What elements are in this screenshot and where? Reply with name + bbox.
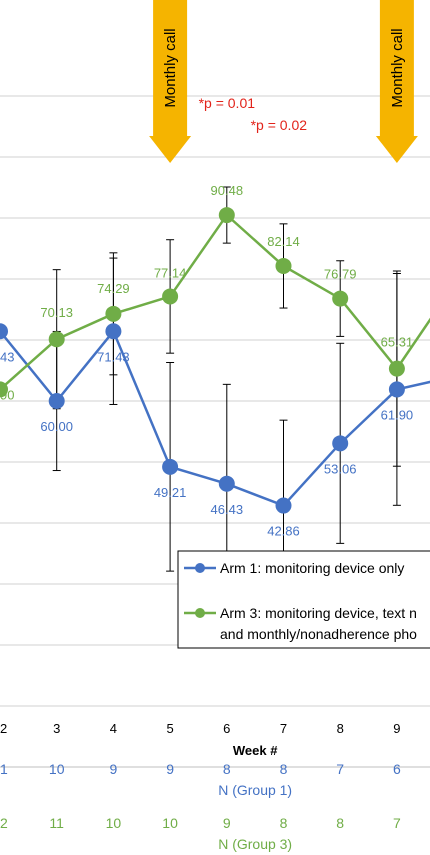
n-count: 1 bbox=[0, 761, 8, 777]
data-point bbox=[388, 360, 405, 377]
data-point bbox=[48, 393, 65, 409]
data-point bbox=[275, 257, 292, 274]
data-point bbox=[105, 323, 122, 340]
n-row-caption: N (Group 3) bbox=[218, 836, 292, 852]
n-count: 10 bbox=[49, 761, 65, 777]
legend: Arm 1: monitoring device only Arm 3: moni… bbox=[177, 550, 430, 649]
data-point bbox=[218, 475, 235, 492]
data-point bbox=[162, 288, 179, 305]
n-count: 6 bbox=[393, 761, 401, 777]
x-tick-label: 5 bbox=[166, 721, 173, 736]
n-count: 7 bbox=[393, 815, 401, 831]
point-label: 46.43 bbox=[211, 502, 244, 517]
point-label: 77.14 bbox=[154, 265, 187, 280]
legend-label-arm3-line1: Arm 3: monitoring device, text n bbox=[220, 605, 417, 621]
n-count: 8 bbox=[280, 761, 288, 777]
point-label: 49.21 bbox=[154, 485, 187, 500]
n-row-caption: N (Group 1) bbox=[218, 782, 292, 798]
callout-label-2: Monthly call bbox=[389, 28, 406, 107]
point-label: 60.00 bbox=[40, 419, 73, 434]
n-count: 7 bbox=[336, 761, 344, 777]
data-point bbox=[332, 435, 349, 452]
point-label: 71.43 bbox=[97, 349, 130, 364]
error-bars bbox=[52, 186, 401, 592]
x-axis-title: Week # bbox=[233, 743, 278, 758]
p-value-annotations: *p = 0.01 *p = 0.02 bbox=[199, 95, 308, 133]
n-count: 10 bbox=[106, 815, 122, 831]
legend-box bbox=[177, 550, 430, 649]
n-count-rows: 1 10 9 9 8 8 7 6 N (Group 1) 2 11 10 10 9 8 8 7 N (Group … bbox=[0, 761, 401, 852]
legend-label-arm3-line2: and monthly/nonadherence pho bbox=[220, 626, 417, 642]
n-count: 9 bbox=[223, 815, 231, 831]
x-tick-label: 7 bbox=[280, 721, 287, 736]
n-count: 8 bbox=[336, 815, 344, 831]
x-tick-label: 6 bbox=[223, 721, 230, 736]
n-count: 9 bbox=[110, 761, 118, 777]
point-label: 82.14 bbox=[267, 234, 300, 249]
point-label: 70.13 bbox=[40, 305, 73, 320]
data-point bbox=[48, 331, 65, 348]
data-point bbox=[0, 381, 8, 398]
n-count: 8 bbox=[223, 761, 231, 777]
point-label: 74.29 bbox=[97, 281, 130, 296]
monthly-call-callouts: Monthly call Monthly call bbox=[149, 0, 418, 163]
n-count: 9 bbox=[166, 761, 174, 777]
point-label: 43 bbox=[0, 349, 14, 364]
point-labels: 43 60.00 71.43 49.21 46.43 42.86 53.06 61.90 90 7… bbox=[0, 183, 413, 538]
point-label: 90 bbox=[0, 387, 14, 402]
data-point bbox=[388, 381, 405, 398]
x-axis: 2 3 4 5 6 7 8 9 Week # bbox=[0, 721, 401, 758]
data-point bbox=[162, 458, 179, 475]
n-count: 10 bbox=[162, 815, 178, 831]
n-count: 11 bbox=[49, 815, 64, 831]
data-point bbox=[275, 497, 292, 514]
data-point bbox=[218, 207, 235, 224]
data-point bbox=[0, 323, 8, 340]
data-point bbox=[332, 290, 349, 307]
callout-label-1: Monthly call bbox=[162, 28, 179, 107]
legend-swatch-marker bbox=[195, 608, 205, 618]
legend-label-arm1: Arm 1: monitoring device only bbox=[220, 560, 404, 576]
x-tick-label: 9 bbox=[393, 721, 400, 736]
x-tick-label: 2 bbox=[0, 721, 7, 736]
point-label: 42.86 bbox=[267, 524, 300, 539]
series-line-2 bbox=[0, 213, 430, 391]
point-label: 65.31 bbox=[381, 335, 414, 350]
n-count: 8 bbox=[280, 815, 288, 831]
point-label: 90.48 bbox=[211, 183, 244, 198]
data-point bbox=[105, 305, 122, 322]
x-tick-label: 8 bbox=[337, 721, 344, 736]
p-value-1: *p = 0.01 bbox=[199, 95, 256, 111]
point-label: 76.79 bbox=[324, 267, 357, 282]
x-tick-label: 4 bbox=[110, 721, 117, 736]
x-tick-label: 3 bbox=[53, 721, 60, 736]
series-points bbox=[0, 207, 405, 514]
p-value-2: *p = 0.02 bbox=[251, 117, 308, 133]
legend-swatch-marker bbox=[195, 563, 205, 573]
point-label: 61.90 bbox=[381, 407, 414, 422]
callout-arrow-1 bbox=[149, 0, 192, 163]
callout-arrow-2 bbox=[375, 0, 418, 163]
n-count: 2 bbox=[0, 815, 8, 831]
point-label: 53.06 bbox=[324, 461, 357, 476]
